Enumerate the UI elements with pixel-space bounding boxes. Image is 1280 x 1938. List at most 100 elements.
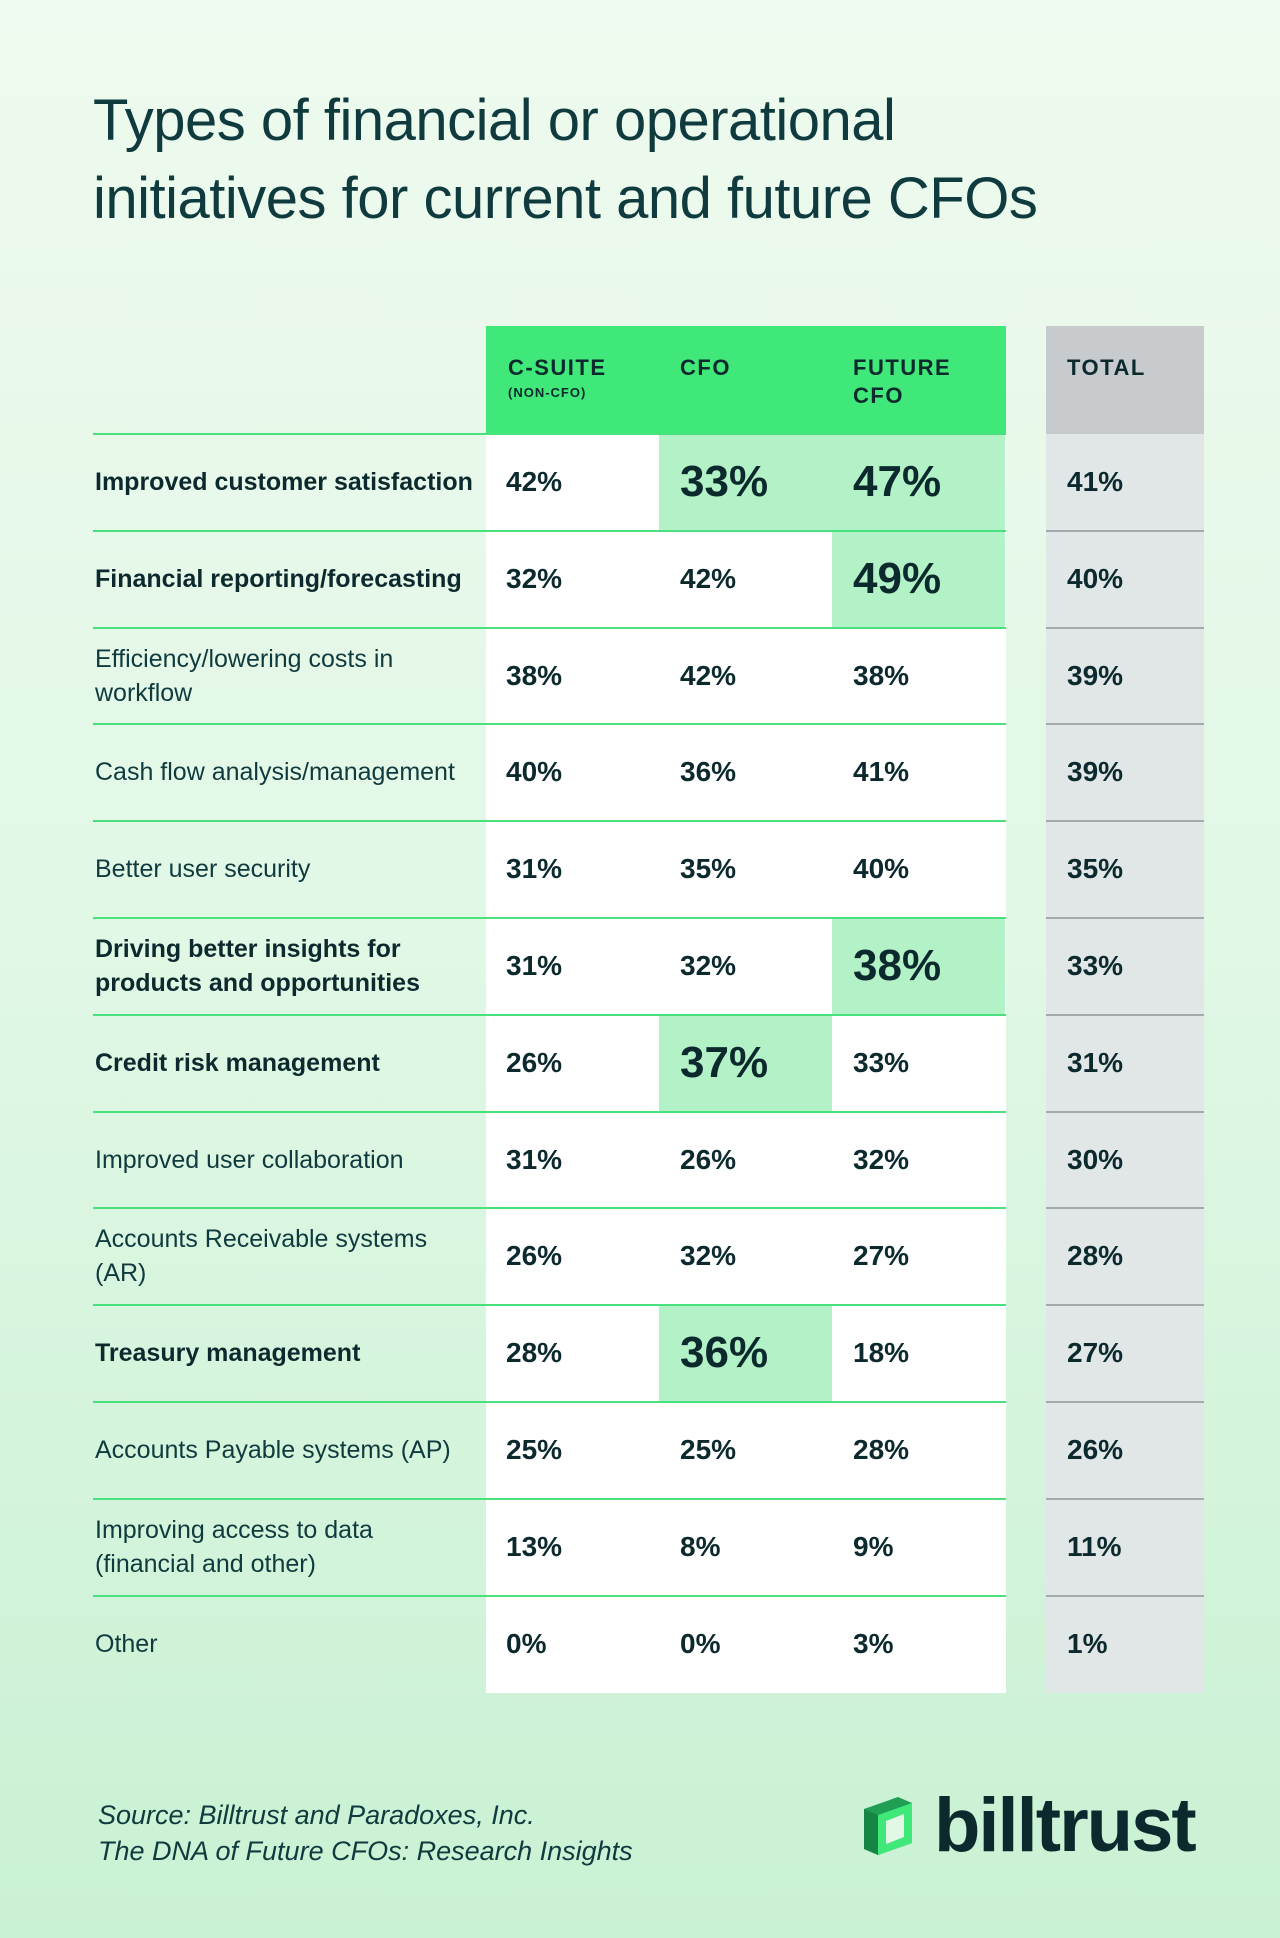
total-row-divider [1046, 1401, 1204, 1403]
highlight-cell [832, 919, 1005, 1015]
value-cell-total: 26% [1067, 1434, 1124, 1465]
value-cell-csuite: 0% [506, 1627, 547, 1659]
value-cell-total: 35% [1067, 853, 1124, 885]
title-line-2: initiatives for current and future CFOs [93, 166, 1038, 231]
row-divider [93, 529, 1006, 532]
value-cell-future-cfo: 3% [853, 1627, 894, 1659]
value-cell-total: 11% [1067, 1530, 1122, 1562]
total-row-divider [1046, 917, 1204, 919]
highlight-cell [832, 531, 1005, 628]
total-row-divider [1046, 529, 1204, 532]
row-divider [93, 1110, 1006, 1113]
row-label: Accounts Receivable systems (AR) [95, 1225, 428, 1288]
row-label: Improving access to data (financial and … [95, 1515, 373, 1578]
value-cell-cfo: 25% [680, 1434, 737, 1465]
row-label: Better user security [95, 855, 311, 884]
column-header-total: TOTAL [1067, 354, 1146, 382]
billtrust-logo-icon [864, 1797, 912, 1855]
source-line-2: The DNA of Future CFOs: Research Insight… [98, 1836, 633, 1866]
row-label: Efficiency/lowering costs in workflow [95, 644, 394, 707]
row-divider [93, 1497, 1006, 1500]
highlight-cell [659, 435, 832, 531]
row-label: Other [95, 1629, 158, 1658]
value-cell-total: 1% [1067, 1627, 1108, 1659]
value-cell-total: 33% [1067, 950, 1124, 981]
value-cell-cfo: 42% [680, 659, 737, 691]
value-cell-cfo: 37% [680, 1037, 769, 1087]
row-divider [93, 1594, 1006, 1597]
total-row-divider [1046, 1110, 1204, 1113]
value-cell-cfo: 32% [680, 950, 737, 981]
row-divider [93, 1304, 1006, 1307]
total-row-divider [1046, 1207, 1204, 1210]
value-cell-csuite: 40% [506, 756, 563, 788]
column-header-label: CFO [680, 355, 731, 380]
value-cell-future-cfo: 40% [853, 853, 910, 885]
value-cell-cfo: 36% [680, 1328, 769, 1378]
value-cell-future-cfo: 18% [853, 1337, 910, 1369]
value-cell-csuite: 42% [506, 466, 563, 497]
value-cell-total: 41% [1067, 466, 1124, 497]
value-cell-future-cfo: 41% [853, 756, 910, 788]
value-cell-total: 39% [1067, 756, 1124, 788]
highlight-cell [659, 1306, 832, 1403]
value-cell-csuite: 31% [506, 853, 563, 885]
value-cell-total: 40% [1067, 562, 1124, 594]
value-cell-csuite: 31% [506, 950, 563, 981]
value-cell-csuite: 28% [506, 1337, 563, 1369]
row-label: Credit risk management [95, 1048, 380, 1077]
row-divider [93, 1013, 1006, 1016]
value-cell-cfo: 42% [680, 562, 737, 594]
value-cell-cfo: 8% [680, 1530, 721, 1562]
highlight-cell [832, 435, 1005, 531]
row-label: Driving better insights for products and… [95, 935, 420, 997]
header-divider [93, 433, 1006, 435]
column-header-future-cfo: FUTURE CFO [853, 354, 973, 410]
row-divider [93, 626, 1006, 629]
billtrust-logo: billtrust [858, 1786, 1197, 1866]
value-cell-future-cfo: 49% [853, 553, 942, 603]
column-header-label: TOTAL [1067, 355, 1146, 380]
row-divider [93, 820, 1006, 823]
value-cell-future-cfo: 27% [853, 1240, 910, 1272]
value-cell-future-cfo: 32% [853, 1143, 910, 1175]
page-title: Types of financial or operational initia… [93, 82, 1213, 238]
source-line-1: Source: Billtrust and Paradoxes, Inc. [98, 1800, 535, 1830]
value-cell-future-cfo: 33% [853, 1046, 910, 1078]
value-cell-future-cfo: 38% [853, 659, 910, 691]
total-row-divider [1046, 1304, 1204, 1307]
column-header-label: C-SUITE [508, 355, 607, 380]
total-header-background [1046, 326, 1204, 434]
total-row-divider [1046, 1594, 1204, 1597]
row-label: Financial reporting/forecasting [95, 564, 462, 593]
column-header-cfo: CFO [680, 354, 731, 382]
value-cell-cfo: 35% [680, 853, 737, 885]
total-row-divider [1046, 723, 1204, 726]
value-cell-cfo: 32% [680, 1240, 737, 1272]
source-note: Source: Billtrust and Paradoxes, Inc. Th… [98, 1797, 633, 1869]
column-header-csuite: C-SUITE (NON-CFO) [508, 354, 607, 402]
value-cell-cfo: 33% [680, 457, 769, 506]
value-cell-csuite: 26% [506, 1046, 563, 1078]
value-cell-csuite: 32% [506, 562, 563, 594]
total-row-divider [1046, 820, 1204, 823]
row-divider [93, 1401, 1006, 1403]
total-body-background [1046, 434, 1204, 1693]
row-label: Improved customer satisfaction [95, 468, 473, 496]
value-cell-future-cfo: 47% [853, 457, 942, 506]
row-label: Cash flow analysis/management [95, 758, 455, 787]
value-cell-csuite: 26% [506, 1240, 563, 1272]
value-cell-csuite: 13% [506, 1530, 563, 1562]
row-label: Accounts Payable systems (AP) [95, 1436, 451, 1464]
value-cell-csuite: 31% [506, 1143, 563, 1175]
total-row-divider [1046, 626, 1204, 629]
value-cell-total: 39% [1067, 659, 1124, 691]
row-label: Treasury management [95, 1339, 361, 1368]
value-cell-future-cfo: 28% [853, 1434, 910, 1465]
value-cell-total: 30% [1067, 1143, 1124, 1175]
group-header-background [486, 326, 1006, 434]
value-cell-csuite: 38% [506, 659, 563, 691]
total-row-divider [1046, 1013, 1204, 1016]
value-cell-csuite: 25% [506, 1434, 563, 1465]
